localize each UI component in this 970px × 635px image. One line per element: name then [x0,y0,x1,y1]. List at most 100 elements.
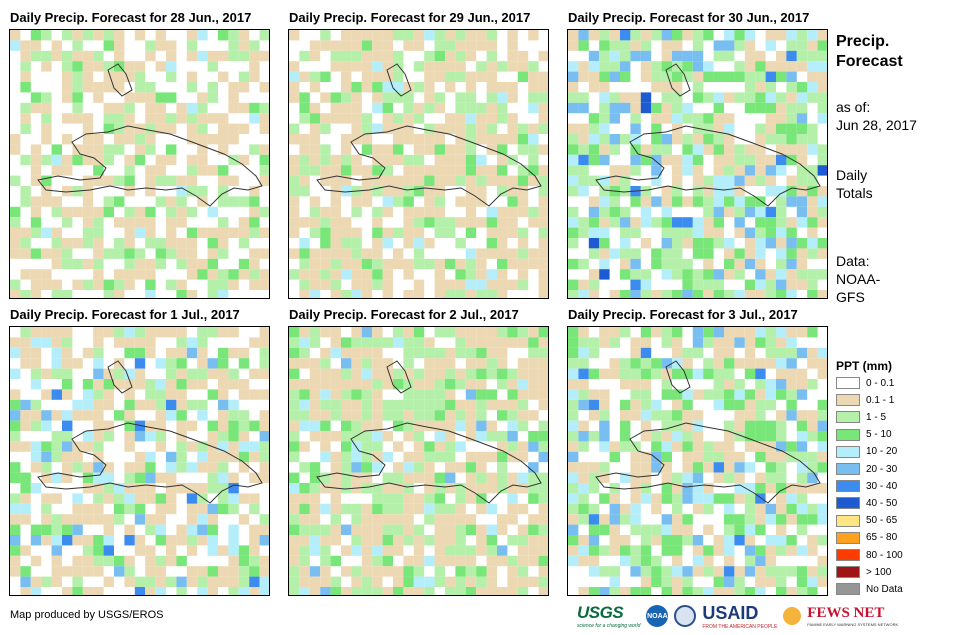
precip-cell [197,462,208,473]
precip-cell [218,269,229,280]
precip-cell [320,40,331,51]
precip-cell [445,30,456,41]
precip-cell [599,389,610,400]
precip-cell [734,227,745,238]
precip-cell [661,71,672,82]
precip-cell [620,227,631,238]
precip-cell [186,462,198,473]
precip-cell [755,206,766,218]
precip-cell [817,441,827,452]
precip-cell [713,144,724,155]
precip-cell [692,248,704,259]
precip-cell [734,165,745,176]
precip-cell [640,327,652,338]
precip-cell [807,238,818,249]
precip-cell [630,555,641,567]
precip-cell [238,587,250,595]
precip-cell [817,196,827,207]
precip-cell [682,576,693,587]
precip-cell [672,493,683,504]
precip-cell [713,379,724,390]
precip-cell [197,410,208,421]
precip-cell [393,410,404,421]
precip-cell [207,535,218,546]
precip-cell [765,399,776,411]
precip-cell [155,431,166,442]
precip-cell [609,503,620,515]
precip-cell [734,92,745,103]
precip-cell [207,431,218,442]
precip-cell [599,269,610,280]
precip-cell [661,144,672,155]
precip-cell [465,165,477,176]
precip-cell [538,337,548,348]
precip-cell [51,472,62,483]
precip-cell [114,493,125,504]
precip-cell [330,113,341,124]
precip-cell [661,472,672,483]
precip-cell [692,472,704,483]
precip-cell [578,493,589,504]
precip-cell [103,483,114,494]
precip-cell [640,555,652,567]
precip-cell [755,389,766,400]
precip-cell [341,102,352,114]
precip-cell [465,545,477,556]
precip-cell [413,545,425,556]
precip-cell [309,399,321,411]
precip-cell [351,368,362,379]
precip-cell [517,327,529,338]
precip-cell [382,555,393,567]
precip-cell [796,514,808,525]
precip-cell [341,337,352,348]
precip-cell [341,186,352,197]
precip-cell [486,113,497,124]
precip-cell [145,82,156,93]
precip-cell [361,555,373,567]
precip-cell [299,102,310,114]
precip-cell [796,113,808,124]
precip-cell [465,399,477,411]
precip-cell [259,206,269,218]
precip-cell [807,483,818,494]
precip-cell [114,30,125,41]
precip-cell [372,462,383,473]
precip-cell [259,123,269,134]
precip-cell [51,493,62,504]
precip-cell [578,327,589,338]
precip-cell [361,134,373,145]
precip-cell [413,102,425,114]
precip-cell [228,379,239,390]
precip-cell [382,279,393,290]
usgs-logo-text: USGS [577,603,624,622]
precip-cell [41,269,52,280]
precip-cell [259,514,269,525]
precip-cell [807,566,818,577]
precip-cell [62,165,73,176]
precip-cell [786,269,797,280]
precip-cell [20,358,31,369]
precip-cell [476,545,487,556]
precip-cell [155,420,166,431]
precip-cell [289,248,300,259]
precip-cell [578,134,589,145]
precip-cell [744,327,756,338]
precip-cell [786,82,797,93]
precip-cell [497,472,508,483]
precip-cell [155,389,166,400]
precip-cell [755,420,766,431]
precip-cell [382,196,393,207]
precip-cell [145,514,156,525]
precip-cell [166,379,177,390]
legend-swatch [836,583,860,596]
precip-cell [361,258,373,270]
precip-cell [713,269,724,280]
precip-cell [30,576,42,587]
precip-cell [538,102,548,114]
precip-cell [538,358,548,369]
precip-cell [465,431,477,442]
precip-cell [692,566,704,577]
precip-cell [114,248,125,259]
precip-cell [497,92,508,103]
precip-cell [341,441,352,452]
